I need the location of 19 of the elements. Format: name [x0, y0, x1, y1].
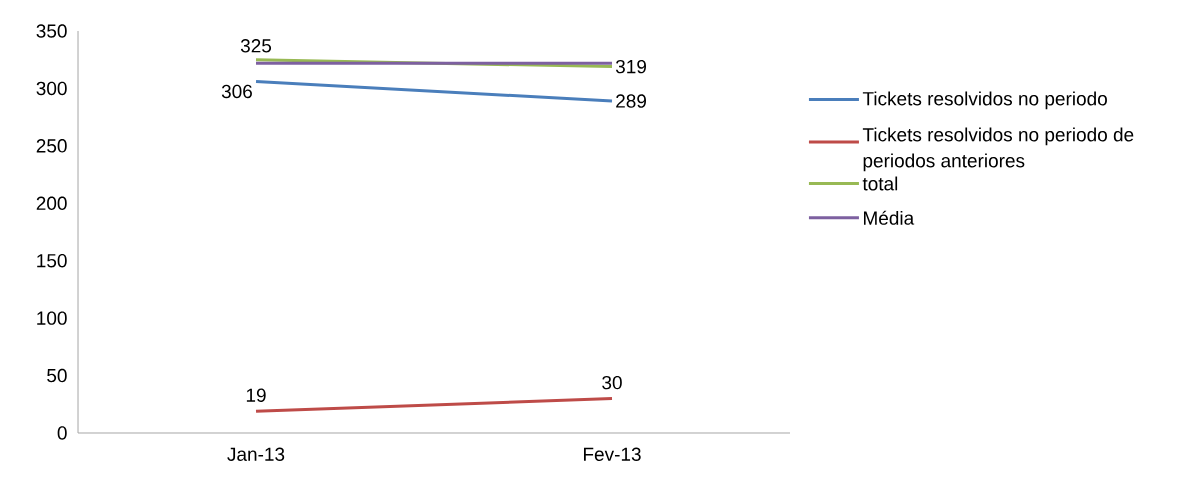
data-label: 325 — [240, 39, 272, 53]
y-tick-label: 200 — [36, 196, 67, 211]
x-tick-label: Jan-13 — [227, 447, 285, 461]
legend-label: total — [862, 176, 898, 191]
data-label: 319 — [615, 59, 646, 74]
y-tick-label: 300 — [36, 81, 67, 96]
x-tick-label: Fev-13 — [583, 447, 641, 461]
y-tick-label: 0 — [57, 426, 67, 440]
y-tick-label: 100 — [37, 311, 67, 325]
data-label: 19 — [246, 388, 266, 402]
y-tick-label: 250 — [36, 139, 67, 153]
data-label: 289 — [616, 94, 646, 108]
legend-label: Média — [864, 210, 915, 225]
legend-label: Tickets resolvidos no periodo — [862, 91, 1107, 110]
y-tick-label: 350 — [36, 24, 67, 38]
y-tick-label: 50 — [47, 368, 67, 383]
data-label: 30 — [602, 375, 622, 390]
data-label: 306 — [221, 84, 252, 99]
y-tick-label: 150 — [37, 253, 67, 268]
